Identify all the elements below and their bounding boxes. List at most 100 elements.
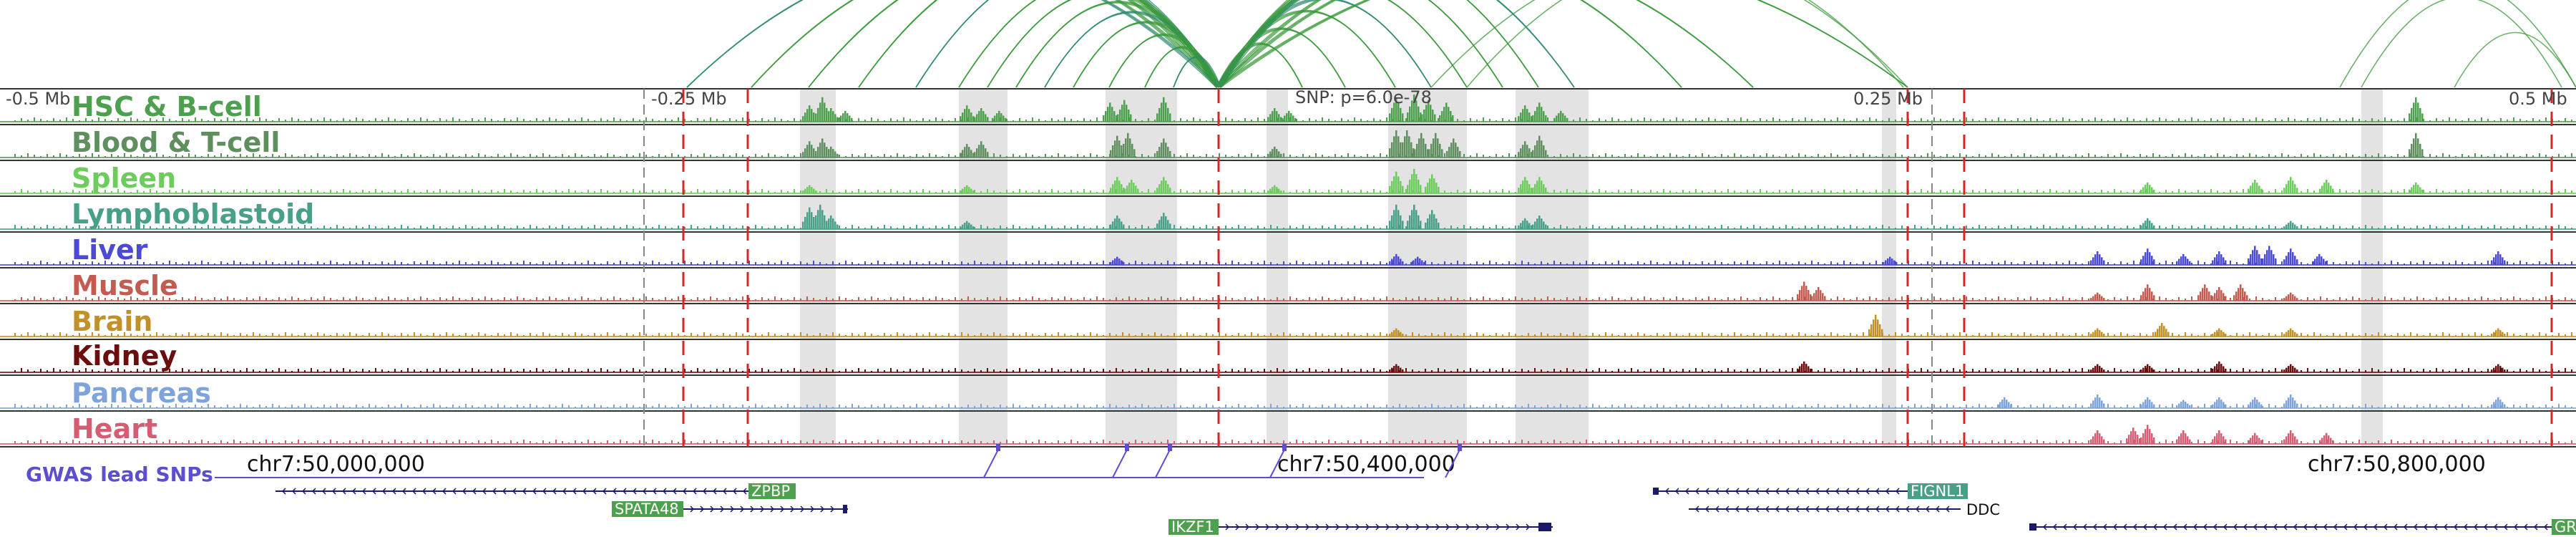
signal-bar xyxy=(2526,333,2527,337)
signal-peak xyxy=(828,218,830,229)
signal-bar xyxy=(1708,226,1709,229)
signal-bar xyxy=(1019,263,1020,265)
signal-bar xyxy=(343,368,344,372)
signal-bar xyxy=(678,155,679,158)
signal-bar xyxy=(1669,120,1671,122)
signal-bar xyxy=(562,441,563,444)
signal-bar xyxy=(703,190,705,193)
signal-peak xyxy=(2189,405,2191,408)
signal-bar xyxy=(21,118,22,122)
signal-bar xyxy=(1489,261,1491,265)
signal-peak xyxy=(2149,185,2151,193)
signal-bar xyxy=(2513,155,2514,158)
signal-peak xyxy=(1522,180,1524,193)
signal-bar xyxy=(1444,332,1445,337)
signal-bar xyxy=(2442,440,2444,444)
signal-bar xyxy=(1096,334,1098,337)
signal-bar xyxy=(620,335,621,337)
signal-bar xyxy=(1502,297,1503,301)
signal-bar xyxy=(710,371,711,372)
signal-bar xyxy=(1032,155,1033,158)
signal-bar xyxy=(188,369,190,372)
signal-bar xyxy=(1174,370,1175,372)
signal-bar xyxy=(291,192,293,193)
signal-bar xyxy=(2539,299,2540,301)
signal-peak xyxy=(2283,439,2285,444)
signal-bar xyxy=(291,334,293,337)
signal-bar xyxy=(2494,299,2495,301)
signal-bar xyxy=(175,225,177,229)
signal-bar xyxy=(34,155,35,158)
signal-bar xyxy=(1682,261,1684,265)
signal-bar xyxy=(1000,442,1001,444)
signal-bar xyxy=(1760,334,1761,337)
signal-bar xyxy=(220,261,222,265)
signal-bar xyxy=(2532,263,2534,265)
signal-bar xyxy=(1405,297,1407,301)
signal-bar xyxy=(1180,368,1181,372)
signal-bar xyxy=(1058,332,1059,337)
signal-bar xyxy=(2513,405,2514,408)
signal-bar xyxy=(1328,119,1330,122)
signal-bar xyxy=(1483,442,1484,444)
signal-peak xyxy=(847,113,849,122)
signal-peak xyxy=(1119,109,1121,122)
signal-peak xyxy=(1411,100,1413,122)
signal-peak xyxy=(2495,366,2497,372)
signal-bar xyxy=(1463,370,1465,372)
signal-bar xyxy=(1830,332,1832,337)
signal-peak xyxy=(1402,185,1404,193)
signal-bar xyxy=(523,261,525,265)
signal-bar xyxy=(2191,371,2192,372)
signal-peak xyxy=(2142,433,2145,444)
signal-bar xyxy=(2030,405,2031,408)
signal-peak xyxy=(2151,433,2153,444)
signal-bar xyxy=(188,440,190,444)
signal-bar xyxy=(819,299,821,301)
signal-peak xyxy=(1526,109,1528,122)
signal-bar xyxy=(2230,369,2231,372)
signal-bar xyxy=(1489,119,1491,122)
signal-bar xyxy=(2429,404,2431,408)
signal-bar xyxy=(755,154,756,158)
signal-bar xyxy=(452,192,454,193)
signal-bar xyxy=(220,440,222,444)
signal-peak xyxy=(2292,366,2294,372)
signal-bar xyxy=(1528,441,1529,444)
signal-bar xyxy=(2507,369,2508,372)
signal-bar xyxy=(1006,227,1008,229)
signal-bar xyxy=(117,226,119,229)
signal-peak xyxy=(2290,395,2292,408)
signal-bar xyxy=(2056,440,2057,444)
signal-bar xyxy=(92,228,93,229)
signal-bar xyxy=(845,406,847,408)
signal-bar xyxy=(1367,225,1368,229)
signal-bar xyxy=(2178,334,2180,337)
signal-bar xyxy=(2455,369,2457,372)
signal-bar xyxy=(1875,190,1877,193)
signal-peak xyxy=(2103,298,2105,301)
signal-bar xyxy=(2069,119,2070,122)
signal-bar xyxy=(1148,334,1149,337)
signal-bar xyxy=(536,263,537,265)
signal-bar xyxy=(2082,297,2083,301)
signal-bar xyxy=(1605,407,1606,408)
signal-peak xyxy=(2290,177,2292,193)
signal-bar xyxy=(504,405,505,408)
signal-bar xyxy=(2384,405,2386,408)
signal-bar xyxy=(162,334,164,337)
signal-bar xyxy=(253,228,254,229)
signal-bar xyxy=(2397,120,2399,122)
signal-bar xyxy=(2442,153,2444,158)
strand-chevron xyxy=(431,488,436,495)
signal-bar xyxy=(1038,119,1040,122)
signal-bar xyxy=(1959,120,1961,122)
signal-peak xyxy=(2493,332,2495,337)
signal-peak xyxy=(1534,111,1536,122)
signal-peak xyxy=(1430,143,1433,158)
signal-bar xyxy=(1921,334,1922,337)
signal-peak xyxy=(1413,95,1415,122)
signal-bar xyxy=(59,153,61,158)
signal-bar xyxy=(420,405,421,408)
signal-bar xyxy=(2075,370,2077,372)
